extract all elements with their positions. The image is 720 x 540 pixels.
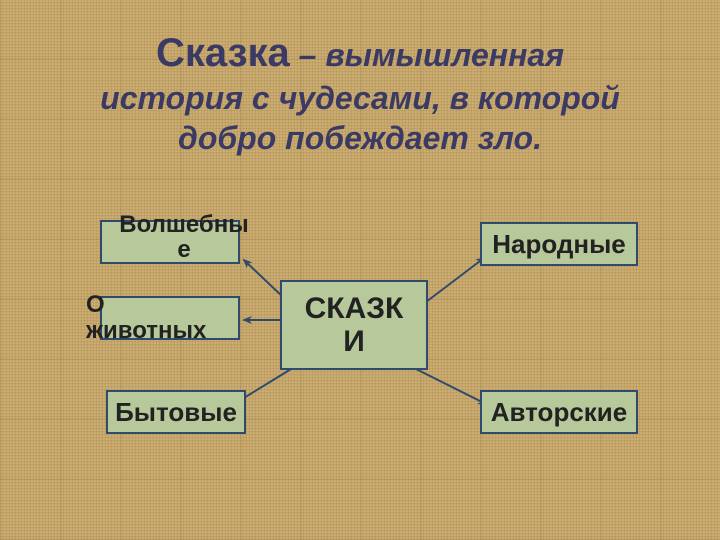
node-everyday-label: Бытовые [115,397,237,428]
label-magic: Волшебные [94,212,274,262]
label-animals: Оживотных [86,292,206,345]
node-folk-label: Народные [492,229,626,260]
node-everyday: Бытовые [106,390,246,434]
center-node-skazki: СКАЗКИ [280,280,428,370]
node-author: Авторские [480,390,638,434]
node-author-label: Авторские [491,397,628,428]
node-folk: Народные [480,222,638,266]
page-title: Сказка – вымышленнаяистория с чудесами, … [40,28,680,158]
